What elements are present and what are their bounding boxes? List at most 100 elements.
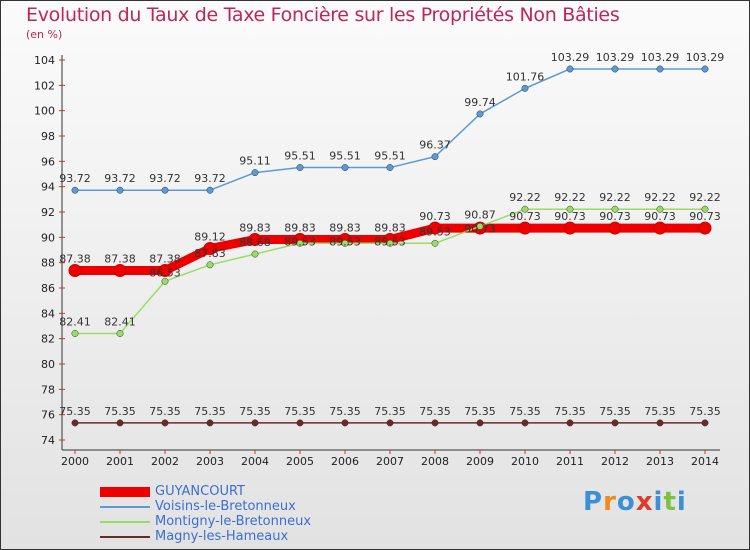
x-tick-label: 2003 [196, 455, 224, 468]
data-point [113, 264, 127, 278]
data-label: 75.35 [689, 405, 721, 418]
data-point [566, 205, 574, 213]
data-point [68, 264, 82, 278]
data-point [431, 239, 439, 247]
data-label: 90.73 [509, 210, 541, 223]
chart-title: Evolution du Taux de Taxe Foncière sur l… [26, 4, 620, 26]
x-tick-label: 2010 [511, 455, 539, 468]
data-label: 90.73 [464, 222, 496, 235]
data-label: 92.22 [599, 191, 631, 204]
data-point [206, 261, 214, 269]
data-label: 75.35 [374, 405, 406, 418]
data-point [701, 419, 709, 427]
x-tick-label: 2011 [556, 455, 584, 468]
data-label: 87.83 [194, 247, 226, 260]
data-point [431, 153, 439, 161]
data-point [251, 419, 259, 427]
data-point [341, 419, 349, 427]
data-point [71, 186, 79, 194]
data-label: 75.35 [644, 405, 676, 418]
logo-letter: o [616, 487, 636, 517]
data-label: 93.72 [194, 172, 226, 185]
data-label: 90.87 [464, 208, 496, 221]
x-tick-label: 2013 [646, 455, 674, 468]
data-label: 95.51 [329, 150, 361, 163]
data-point [656, 205, 664, 213]
data-label: 90.73 [599, 210, 631, 223]
data-label: 75.35 [239, 405, 271, 418]
data-point [521, 84, 529, 92]
legend-label: GUYANCOURT [155, 484, 245, 499]
y-tick-label: 92 [41, 206, 55, 219]
data-label: 75.35 [149, 405, 181, 418]
data-point [161, 419, 169, 427]
data-point [206, 186, 214, 194]
proxiti-logo: Proxiti [583, 487, 687, 517]
data-point [611, 205, 619, 213]
data-label: 90.73 [419, 210, 451, 223]
data-label: 89.83 [329, 221, 361, 234]
data-label: 75.35 [104, 405, 136, 418]
data-label: 96.37 [419, 139, 451, 152]
y-tick-label: 86 [41, 282, 55, 295]
data-point [656, 65, 664, 73]
logo-letter: t [663, 487, 677, 517]
data-label: 93.72 [104, 172, 136, 185]
data-label: 75.35 [464, 405, 496, 418]
x-tick-label: 2005 [286, 455, 314, 468]
data-point [161, 277, 169, 285]
data-point [251, 250, 259, 258]
data-label: 82.41 [104, 315, 136, 328]
data-label: 89.83 [284, 221, 316, 234]
data-point [521, 419, 529, 427]
data-label: 92.22 [689, 191, 721, 204]
data-point [71, 330, 79, 337]
data-point [563, 221, 577, 235]
data-label: 89.53 [329, 235, 361, 248]
x-tick-label: 2006 [331, 455, 359, 468]
data-label: 92.22 [554, 191, 586, 204]
legend-label: Voisins-le-Bretonneux [155, 499, 296, 514]
legend-swatch [100, 487, 150, 497]
y-tick-label: 78 [41, 383, 55, 396]
data-point [386, 239, 394, 247]
data-label: 75.35 [554, 405, 586, 418]
data-point [116, 330, 124, 337]
y-tick-label: 98 [41, 130, 55, 143]
y-tick-label: 102 [34, 79, 55, 92]
y-tick-label: 74 [41, 434, 55, 447]
data-point [428, 221, 442, 235]
data-point [251, 169, 259, 177]
data-label: 103.29 [551, 51, 590, 64]
data-label: 82.41 [59, 315, 91, 328]
data-point [248, 232, 262, 246]
data-label: 92.22 [644, 191, 676, 204]
data-point [566, 419, 574, 427]
legend-label: Montigny-le-Bretonneux [155, 514, 312, 529]
x-tick-label: 2007 [376, 455, 404, 468]
data-label: 93.72 [149, 172, 181, 185]
data-point [476, 222, 484, 230]
y-tick-label: 104 [34, 54, 55, 67]
data-point [431, 419, 439, 427]
data-point [386, 419, 394, 427]
legend-swatch [100, 506, 150, 508]
data-point [341, 164, 349, 171]
data-point [296, 419, 304, 427]
data-label: 75.35 [284, 405, 316, 418]
y-tick-label: 80 [41, 358, 55, 371]
data-label: 95.11 [239, 155, 271, 168]
legend-swatch [100, 536, 150, 538]
y-tick-label: 96 [41, 155, 55, 168]
data-label: 75.35 [59, 405, 91, 418]
data-point [206, 419, 214, 427]
x-tick-label: 2014 [691, 455, 719, 468]
data-point [341, 239, 349, 247]
data-label: 75.35 [509, 405, 541, 418]
logo-letter: r [603, 487, 617, 517]
data-label: 92.22 [509, 191, 541, 204]
x-tick-label: 2004 [241, 455, 269, 468]
legend-label: Magny-les-Hameaux [155, 529, 289, 544]
y-tick-label: 84 [41, 307, 55, 320]
data-label: 75.35 [419, 405, 451, 418]
